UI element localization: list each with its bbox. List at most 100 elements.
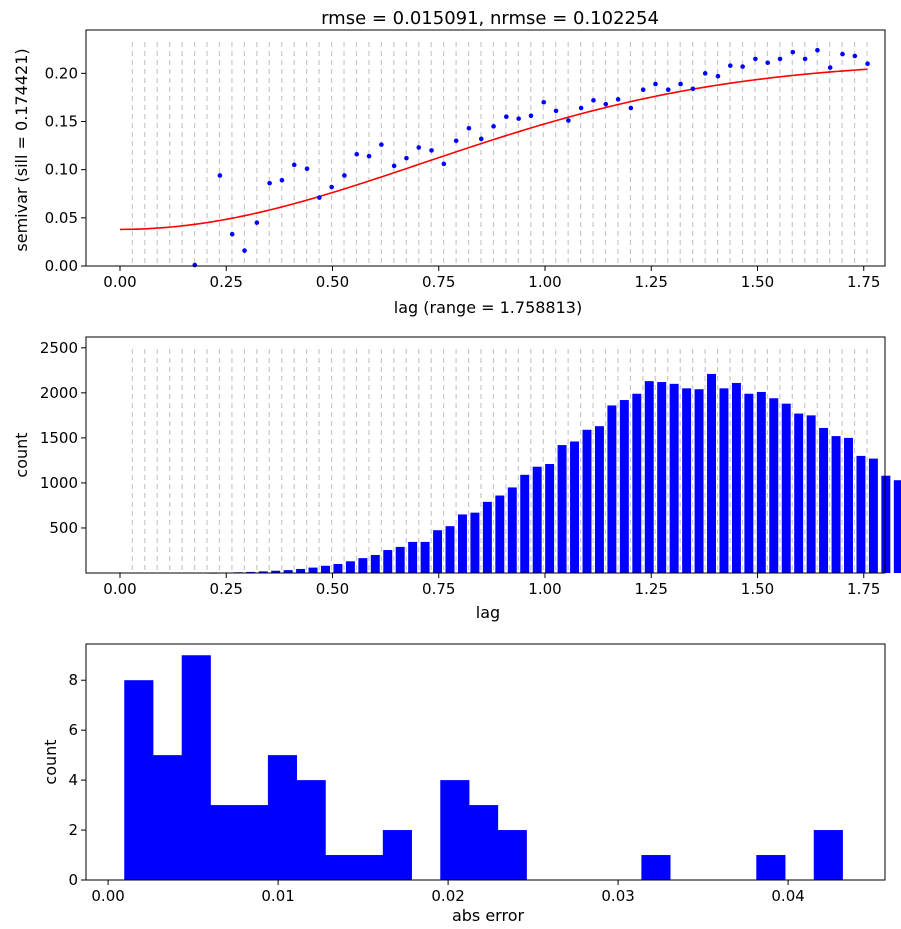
data-point	[765, 60, 770, 66]
count-bar	[545, 464, 555, 573]
data-point	[715, 73, 721, 79]
count-bar	[283, 570, 293, 573]
semivariogram-title: rmse = 0.015091, nrmse = 0.102254	[321, 8, 659, 29]
lag-count-y-ticks: 500 1000 1500 2000 2500	[40, 339, 86, 537]
model-curve	[119, 68, 868, 231]
lag-count-x-tick-label: 1.75	[847, 580, 880, 598]
data-point	[740, 64, 745, 69]
lag-count-y-tick-label: 2000	[40, 384, 78, 402]
data-point	[516, 116, 521, 121]
count-bar	[756, 391, 766, 573]
count-bar	[345, 561, 355, 573]
data-point	[466, 125, 472, 131]
abs-error-panel: 0.00 0.01 0.02 0.03 0.04 0 2 4 6 8 abs error cou…	[41, 643, 886, 925]
lag-bin-lines	[131, 349, 868, 573]
error-bar	[497, 830, 527, 880]
data-point	[653, 81, 658, 87]
semivariogram-x-tick-label: 1.50	[741, 273, 774, 291]
data-point	[790, 49, 796, 55]
lag-count-panel: 0.00 0.25 0.50 0.75 1.00 1.25 1.50 1.75 500 1000…	[12, 336, 901, 622]
count-bar	[682, 388, 692, 573]
count-bar	[433, 530, 443, 573]
semivariogram-x-tick-label: 0.25	[210, 273, 243, 291]
abs-error-bars	[124, 655, 843, 880]
experimental-points	[192, 47, 870, 268]
semivariogram-y-tick-label: 0.10	[45, 161, 78, 179]
data-point	[354, 151, 360, 157]
count-bar	[358, 558, 368, 573]
count-bar	[594, 426, 604, 573]
lag-count-x-tick-label: 0.00	[103, 580, 136, 598]
data-point	[815, 47, 820, 53]
lag-count-x-tick-label: 0.25	[210, 580, 243, 598]
semivariogram-x-tick-label: 1.25	[635, 273, 668, 291]
abs-error-x-tick-label: 0.03	[601, 887, 634, 905]
abs-error-x-tick-label: 0.01	[261, 887, 294, 905]
error-bar	[181, 655, 211, 880]
lag-count-y-tick-label: 2500	[40, 339, 78, 357]
abs-error-y-label: count	[41, 739, 60, 784]
data-point	[304, 166, 310, 172]
count-bar	[731, 382, 741, 573]
count-bar	[694, 389, 704, 573]
semivariogram-x-tick-label: 0.75	[422, 273, 455, 291]
data-point	[379, 142, 384, 147]
count-bar	[482, 501, 492, 573]
count-bar	[258, 571, 268, 573]
data-point	[852, 53, 858, 59]
data-point	[192, 262, 198, 268]
lag-count-x-label: lag	[476, 603, 500, 622]
data-point	[840, 51, 845, 57]
semivariogram-panel: rmse = 0.015091, nrmse = 0.102254 0.00 0.…	[12, 8, 886, 317]
lag-count-bars	[208, 373, 901, 574]
count-bar	[719, 388, 729, 573]
count-bar	[271, 570, 281, 573]
error-bar	[210, 805, 240, 880]
model-curve-group	[119, 68, 868, 231]
count-bar	[445, 526, 455, 573]
count-bar	[570, 441, 580, 573]
error-bar	[382, 830, 412, 880]
data-point	[802, 56, 808, 62]
count-bar	[868, 458, 878, 573]
semivariogram-x-tick-label: 0.00	[103, 273, 136, 291]
data-point	[640, 87, 646, 93]
count-bar	[383, 550, 393, 573]
data-point	[279, 177, 285, 183]
count-bar	[819, 427, 829, 573]
lag-count-x-tick-label: 1.50	[741, 580, 774, 598]
data-point	[541, 99, 547, 105]
lag-count-frame	[85, 336, 886, 574]
lag-count-y-tick-label: 1500	[40, 429, 78, 447]
data-point	[678, 81, 683, 87]
count-bar	[856, 455, 866, 573]
count-bar	[457, 514, 467, 573]
count-bar	[632, 393, 642, 573]
count-bar	[532, 466, 542, 573]
lag-count-x-tick-label: 1.25	[635, 580, 668, 598]
error-bar	[469, 805, 499, 880]
count-bar	[470, 512, 480, 573]
data-point	[267, 180, 272, 186]
data-point	[702, 71, 708, 76]
data-point	[578, 105, 584, 111]
data-point	[441, 161, 447, 167]
data-point	[291, 162, 297, 168]
abs-error-y-tick-label: 6	[68, 721, 78, 739]
abs-error-y-tick-label: 0	[68, 871, 78, 889]
count-bar	[893, 480, 901, 573]
data-point	[865, 61, 870, 67]
error-bar	[239, 805, 269, 880]
count-bar	[333, 563, 343, 573]
abs-error-x-label: abs error	[452, 906, 525, 925]
data-point	[217, 173, 223, 178]
data-point	[566, 118, 571, 123]
data-point	[229, 231, 235, 237]
semivariogram-y-ticks: 0.00 0.05 0.10 0.15 0.20	[45, 64, 86, 275]
count-bar	[582, 429, 592, 573]
abs-error-y-ticks: 0 2 4 6 8	[68, 671, 86, 889]
error-bar	[354, 855, 384, 880]
count-bar	[607, 405, 617, 573]
data-point	[429, 148, 434, 153]
